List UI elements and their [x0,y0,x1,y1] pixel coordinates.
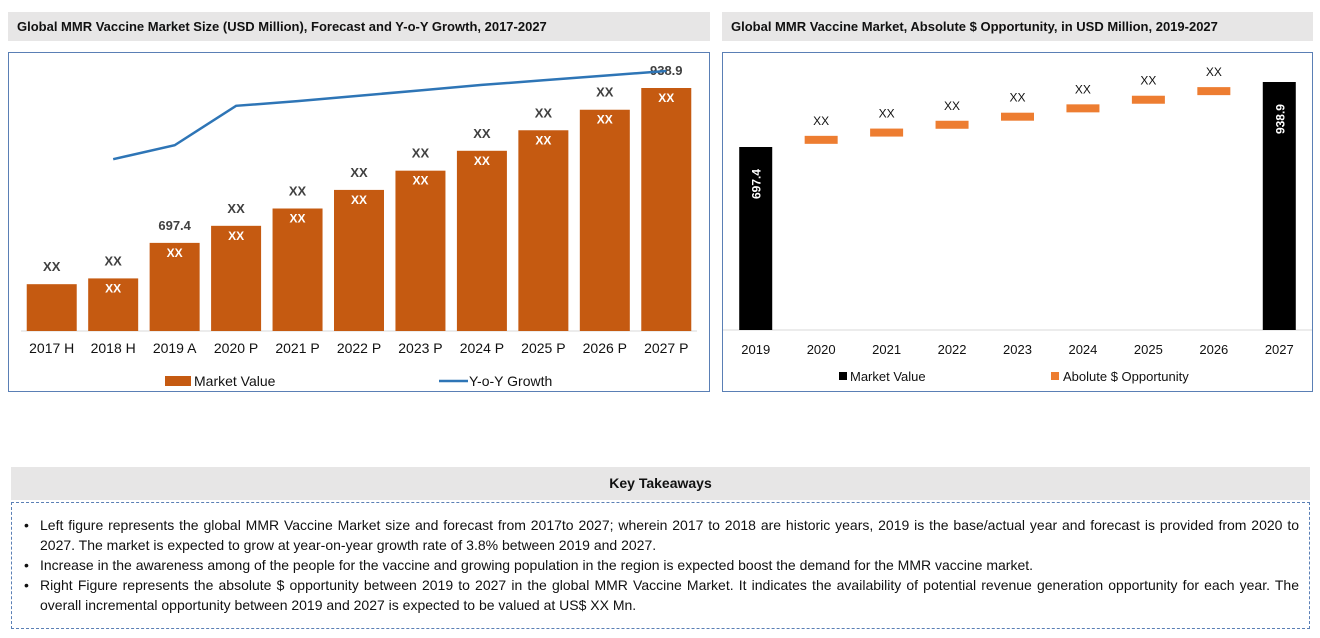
market-value-bar [579,109,630,331]
growth-value-label: XX [290,212,306,226]
market-value-bar [211,225,262,331]
market-value-bar [739,147,773,330]
yoy-growth-line [112,69,667,161]
x-tick-label: 2025 [1134,342,1163,357]
takeaway-text: Left figure represents the global MMR Va… [40,517,1299,553]
opportunity-bar [1131,95,1165,104]
legend-market-value-label: Market Value [194,373,276,389]
bar-value-label: XX [535,105,553,120]
x-tick-label: 2017 H [29,340,74,356]
opportunity-value-label: XX [879,107,895,121]
x-tick-label: 2025 P [521,340,565,356]
bar-value-label: XX [43,259,61,274]
opportunity-bar [870,128,904,137]
legend-market-value-label: Market Value [850,369,926,384]
x-tick-label: 2019 A [153,340,197,356]
x-tick-label: 2020 P [214,340,258,356]
market-value-bar [26,284,77,331]
key-takeaways-heading: Key Takeaways [11,467,1310,500]
market-value-bar [1262,82,1296,330]
bar-value-label: XX [350,165,368,180]
opportunity-value-label: XX [813,114,829,128]
opportunity-value-label: XX [1140,74,1156,88]
x-tick-label: 2022 [938,342,967,357]
growth-value-label: XX [658,91,674,105]
bar-value-label: XX [412,146,430,161]
x-tick-label: 2026 [1199,342,1228,357]
market-value-label: 938.9 [1273,104,1287,134]
market-size-chart-svg: XX 2017 H XX 2018 H XX 697.4 2019 A XX XX 2020 P X… [21,63,697,389]
market-value-bar [88,278,139,331]
legend-market-value-swatch [165,376,191,386]
x-tick-label: 2024 [1068,342,1097,357]
takeaway-item: • Right Figure represents the absolute $ … [22,575,1299,615]
opportunity-bar [1001,112,1034,121]
absolute-opportunity-chart: 2019 697.4 2020 XX 2021 XX 2022 XX 2023 XX 2024 XX 2… [722,52,1313,392]
market-value-bar [334,189,384,331]
bar-value-label: 697.4 [158,218,191,233]
growth-value-label: XX [597,113,613,127]
growth-value-label: XX [535,133,551,147]
growth-value-label: XX [412,174,428,188]
x-tick-label: 2018 H [91,340,136,356]
market-value-bar [456,150,507,331]
legend-opportunity-label: Abolute $ Opportunity [1063,369,1189,384]
market-value-bar [518,130,569,331]
takeaway-item: • Increase in the awareness among of the … [22,555,1299,575]
x-tick-label: 2027 [1265,342,1294,357]
opportunity-value-label: XX [1009,91,1025,105]
x-tick-label: 2021 P [275,340,319,356]
x-tick-label: 2019 [741,342,770,357]
takeaway-text: Increase in the awareness among of the p… [40,557,1034,573]
x-tick-label: 2024 P [460,340,504,356]
opportunity-value-label: XX [944,99,960,113]
growth-value-label: XX [105,281,121,295]
legend-market-value-swatch [839,372,847,380]
market-value-bar [272,208,323,331]
x-tick-label: 2021 [872,342,901,357]
x-tick-label: 2027 P [644,340,688,356]
growth-value-label: XX [474,154,490,168]
absolute-opportunity-chart-svg: 2019 697.4 2020 XX 2021 XX 2022 XX 2023 XX 2024 XX 2… [723,65,1312,384]
market-value-label: 697.4 [750,169,764,199]
takeaway-text: Right Figure represents the absolute $ o… [40,577,1299,613]
market-value-bar [641,88,692,331]
bar-value-label: XX [596,85,614,100]
bar-value-label: XX [473,126,491,141]
bar-value-label: XX [105,253,123,268]
bar-value-label: XX [289,184,307,199]
opportunity-value-label: XX [1206,65,1222,79]
opportunity-bar [804,135,838,144]
growth-value-label: XX [167,246,183,260]
market-value-bar [395,170,446,331]
x-tick-label: 2020 [807,342,836,357]
x-tick-label: 2023 [1003,342,1032,357]
key-takeaways-list: • Left figure represents the global MMR V… [22,515,1299,615]
growth-value-label: XX [228,229,244,243]
bullet-icon: • [24,517,29,533]
takeaway-item: • Left figure represents the global MMR V… [22,515,1299,555]
left-chart-title: Global MMR Vaccine Market Size (USD Mill… [8,12,710,41]
opportunity-bar [1066,104,1100,113]
x-tick-label: 2022 P [337,340,381,356]
market-size-chart: XX 2017 H XX 2018 H XX 697.4 2019 A XX XX 2020 P X… [8,52,710,392]
growth-value-label: XX [351,193,367,207]
bullet-icon: • [24,577,29,593]
key-takeaways-box: • Left figure represents the global MMR V… [11,502,1310,629]
bullet-icon: • [24,557,29,573]
legend-opportunity-swatch [1051,372,1059,380]
legend-yoy-growth-label: Y-o-Y Growth [469,373,552,389]
x-tick-label: 2026 P [583,340,627,356]
bar-value-label: 938.9 [650,63,683,78]
opportunity-value-label: XX [1075,82,1091,96]
x-tick-label: 2023 P [398,340,442,356]
opportunity-bar [1197,87,1231,96]
right-chart-title: Global MMR Vaccine Market, Absolute $ Op… [722,12,1313,41]
bar-value-label: XX [227,201,245,216]
opportunity-bar [935,120,969,129]
market-value-bar [149,242,200,331]
